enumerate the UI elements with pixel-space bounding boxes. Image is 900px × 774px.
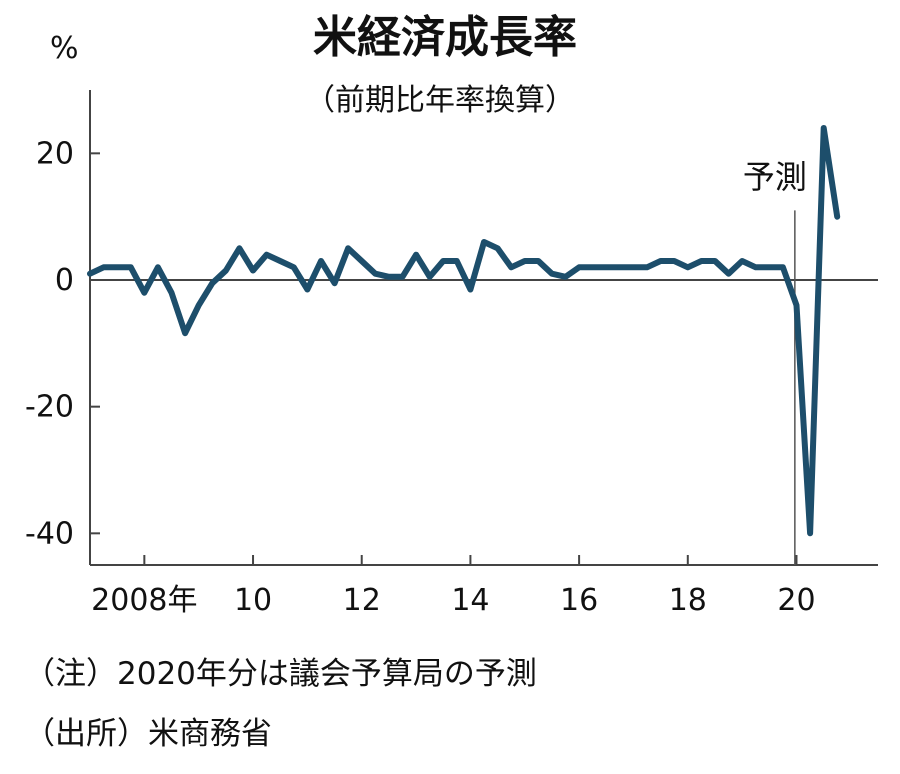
data-point (264, 252, 270, 258)
data-point (236, 245, 242, 251)
data-point (535, 258, 541, 264)
data-point (386, 274, 392, 280)
chart: 米経済成長率 （前期比年率換算） % 20 0 -20 -40 2008年 10 12 14 1… (25, 12, 878, 618)
data-point (780, 264, 786, 270)
data-point (454, 258, 460, 264)
data-point (522, 258, 528, 264)
x-tick-label: 20 (777, 583, 815, 618)
y-tick-label: -20 (25, 390, 74, 425)
footnote-source: （出所）米商務省 (24, 716, 272, 752)
data-point (169, 290, 175, 296)
data-point (685, 264, 691, 270)
y-axis-unit: % (50, 31, 79, 66)
forecast-label: 予測 (743, 158, 807, 196)
data-point (318, 258, 324, 264)
y-tick-label: -40 (25, 516, 74, 551)
chart-subtitle: （前期比年率換算） (305, 83, 575, 118)
data-point (345, 245, 351, 251)
data-point (128, 264, 134, 270)
data-point (250, 268, 256, 273)
data-point (495, 245, 501, 251)
data-point (440, 258, 446, 264)
data-point (549, 271, 555, 277)
data-point (196, 302, 202, 308)
data-point (576, 264, 582, 270)
data-point (141, 290, 147, 296)
data-point (332, 280, 338, 286)
x-tick-label: 18 (669, 583, 707, 618)
data-point (766, 264, 772, 270)
data-point (114, 264, 120, 270)
data-point (508, 264, 514, 270)
data-point (753, 264, 759, 270)
data-point (563, 274, 569, 280)
data-point (155, 264, 161, 270)
plot-area: 20 0 -20 -40 2008年 10 12 14 16 18 20 予測 (25, 90, 878, 618)
data-point (807, 530, 813, 536)
data-point (182, 330, 188, 336)
x-tick-label: 10 (234, 583, 272, 618)
data-point (617, 264, 623, 270)
footnote-note: （注）2020年分は議会予算局の予測 (24, 656, 537, 692)
data-point (712, 258, 718, 264)
data-point (739, 258, 745, 264)
data-point (658, 258, 664, 264)
data-point (399, 274, 405, 280)
y-tick-label: 20 (36, 136, 74, 171)
data-point (223, 268, 229, 273)
data-point (630, 264, 636, 270)
x-tick-label: 2008年 (91, 583, 197, 618)
y-tick-label: 0 (55, 263, 74, 298)
data-point (603, 264, 609, 270)
data-point (427, 274, 433, 280)
data-point (671, 258, 677, 264)
data-point (101, 264, 107, 270)
data-point (209, 280, 215, 286)
data-point (304, 287, 310, 292)
series-line (87, 125, 841, 537)
data-point (87, 271, 93, 277)
data-point (359, 258, 365, 264)
data-point (413, 252, 419, 258)
data-point (590, 264, 596, 270)
chart-title: 米経済成長率 (313, 12, 577, 63)
data-point (467, 287, 473, 292)
data-point (793, 302, 799, 308)
data-point (821, 125, 827, 131)
data-point (834, 214, 840, 220)
data-point (372, 271, 378, 277)
x-tick-label: 16 (560, 583, 598, 618)
data-point (291, 264, 297, 270)
data-point (277, 258, 283, 264)
data-point (644, 264, 650, 270)
data-point (698, 258, 704, 264)
data-point (726, 271, 732, 277)
data-point (481, 239, 487, 245)
x-tick-label: 14 (451, 583, 489, 618)
x-tick-label: 12 (343, 583, 381, 618)
